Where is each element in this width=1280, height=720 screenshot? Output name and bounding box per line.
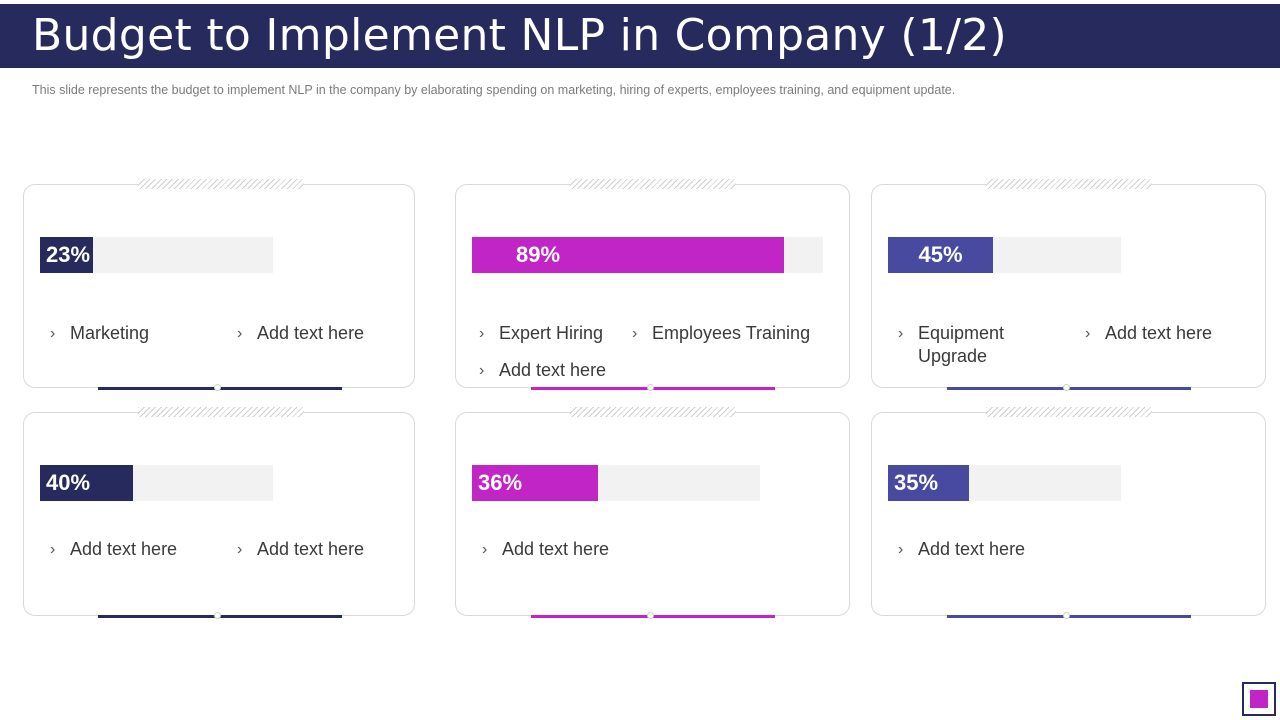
progress-fill: 89% xyxy=(472,237,784,273)
item-label: Add text here xyxy=(70,539,178,559)
item-label: Employees Training xyxy=(652,323,811,343)
accent-dot xyxy=(647,384,654,391)
card-bottom-accent xyxy=(947,612,1191,619)
percent-label: 36% xyxy=(478,470,523,495)
item-label: Add text here xyxy=(502,539,610,559)
corner-logo-inner xyxy=(1250,690,1268,708)
card-bottom-accent xyxy=(98,612,342,619)
page-subtitle: This slide represents the budget to impl… xyxy=(32,83,956,97)
item-label: Marketing xyxy=(70,323,150,343)
card-hatch-decoration xyxy=(570,407,736,417)
budget-card-marketing: 23% › Marketing › Add text here xyxy=(23,179,415,391)
percent-label: 89% xyxy=(516,242,561,267)
chevron-right-icon: › xyxy=(50,541,56,558)
budget-card-equipment: 45% › Equipment Upgrade › Add text here xyxy=(871,179,1266,391)
page-title: Budget to Implement NLP in Company (1/2) xyxy=(32,10,1008,61)
chevron-right-icon: › xyxy=(237,325,243,342)
card-hatch-decoration xyxy=(138,407,304,417)
list-item: › Add text here xyxy=(237,322,365,345)
accent-dot xyxy=(1063,612,1070,619)
chevron-right-icon: › xyxy=(50,325,56,342)
item-label: Expert Hiring xyxy=(499,323,604,343)
accent-dot xyxy=(647,612,654,619)
list-item: › Add text here xyxy=(50,538,178,561)
progress-fill: 23% xyxy=(40,237,93,273)
progress-fill: 36% xyxy=(472,465,598,501)
item-label: Add text here xyxy=(499,360,607,380)
chevron-right-icon: › xyxy=(632,325,638,342)
budget-card-5: 36% › Add text here xyxy=(455,407,850,619)
list-item: › Add text here xyxy=(237,538,365,561)
accent-dot xyxy=(214,384,221,391)
chevron-right-icon: › xyxy=(237,541,243,558)
progress-fill: 40% xyxy=(40,465,133,501)
progress-fill: 35% xyxy=(888,465,969,501)
chevron-right-icon: › xyxy=(479,325,485,342)
card-hatch-decoration xyxy=(986,407,1152,417)
percent-label: 35% xyxy=(894,470,939,495)
list-item: › Add text here xyxy=(479,359,607,382)
list-item: › Add text here xyxy=(1085,322,1213,345)
list-item: › Marketing xyxy=(50,322,150,345)
card-hatch-decoration xyxy=(986,179,1152,189)
budget-card-4: 40% › Add text here › Add text here xyxy=(23,407,415,619)
item-label: Add text here xyxy=(257,539,365,559)
card-bottom-accent xyxy=(98,384,342,391)
card-bottom-accent xyxy=(947,384,1191,391)
progress-track: 35% xyxy=(888,465,1121,501)
progress-track: 40% xyxy=(40,465,273,501)
percent-label: 23% xyxy=(46,242,91,267)
progress-fill: 45% xyxy=(888,237,993,273)
item-label: Equipment Upgrade xyxy=(918,323,1005,366)
card-bottom-accent xyxy=(531,612,775,619)
card-hatch-decoration xyxy=(138,179,304,189)
progress-track: 36% xyxy=(472,465,760,501)
list-item: › Expert Hiring xyxy=(479,322,604,345)
card-bottom-accent xyxy=(531,384,775,391)
progress-track: 45% xyxy=(888,237,1121,273)
chevron-right-icon: › xyxy=(1085,325,1091,342)
card-hatch-decoration xyxy=(570,179,736,189)
item-label: Add text here xyxy=(1105,323,1213,343)
title-banner: Budget to Implement NLP in Company (1/2) xyxy=(0,4,1280,68)
percent-label: 45% xyxy=(918,242,963,267)
chevron-right-icon: › xyxy=(479,362,485,379)
chevron-right-icon: › xyxy=(898,325,904,342)
percent-label: 40% xyxy=(46,470,91,495)
list-item: › Add text here xyxy=(898,538,1026,561)
budget-card-6: 35% › Add text here xyxy=(871,407,1266,619)
item-label: Add text here xyxy=(918,539,1026,559)
progress-track: 23% xyxy=(40,237,273,273)
budget-card-hiring: 89% › Expert Hiring › Employees Training… xyxy=(455,179,850,391)
item-label: Add text here xyxy=(257,323,365,343)
progress-track: 89% xyxy=(472,237,823,273)
chevron-right-icon: › xyxy=(482,541,488,558)
list-item: › Employees Training xyxy=(632,322,811,345)
chevron-right-icon: › xyxy=(898,541,904,558)
accent-dot xyxy=(214,612,221,619)
accent-dot xyxy=(1063,384,1070,391)
list-item: › Equipment Upgrade xyxy=(898,322,1048,368)
list-item: › Add text here xyxy=(482,538,610,561)
corner-logo-square xyxy=(1242,682,1276,716)
